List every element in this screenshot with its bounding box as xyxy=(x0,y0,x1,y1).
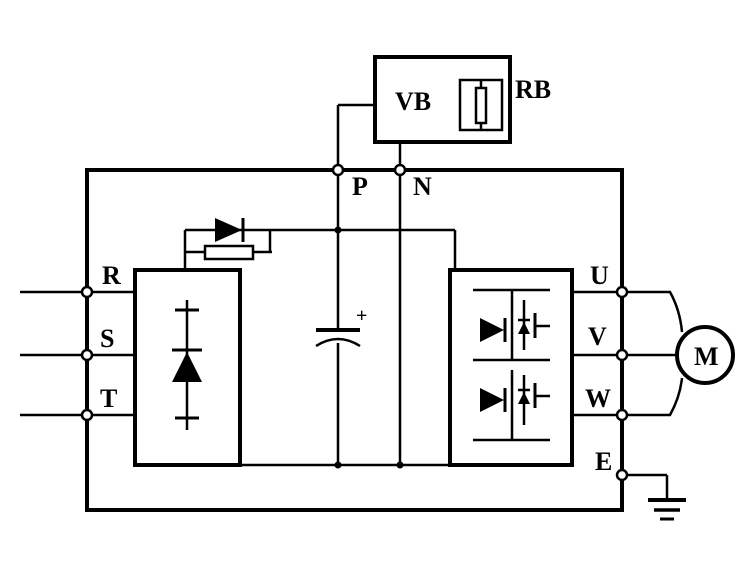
v-label: V xyxy=(588,322,607,351)
motor-label: M xyxy=(694,342,719,371)
t-label: T xyxy=(100,384,117,413)
precharge-diode-icon xyxy=(215,218,242,242)
v-terminal xyxy=(617,350,627,360)
u-label: U xyxy=(590,261,609,290)
n-label: N xyxy=(413,172,432,201)
w-terminal xyxy=(617,410,627,420)
vfd-circuit-diagram: VB RB P N R S T xyxy=(20,20,735,559)
r-terminal xyxy=(82,287,92,297)
rb-label: RB xyxy=(515,75,551,104)
main-enclosure xyxy=(87,170,622,510)
rectifier-diode-icon xyxy=(172,352,202,382)
precharge-resistor xyxy=(205,246,253,259)
p-label: P xyxy=(352,172,368,201)
igbt-icon-1 xyxy=(473,290,550,360)
vb-label: VB xyxy=(395,87,431,116)
rb-resistor-inner xyxy=(476,88,486,123)
p-terminal xyxy=(333,165,343,175)
s-label: S xyxy=(100,324,114,353)
u-terminal xyxy=(617,287,627,297)
cap-plus-icon: + xyxy=(356,305,367,327)
s-terminal xyxy=(82,350,92,360)
r-label: R xyxy=(102,261,121,290)
w-label: W xyxy=(585,384,611,413)
e-label: E xyxy=(595,447,612,476)
e-terminal xyxy=(617,470,627,480)
n-terminal xyxy=(395,165,405,175)
t-terminal xyxy=(82,410,92,420)
igbt-icon-2 xyxy=(473,370,550,440)
